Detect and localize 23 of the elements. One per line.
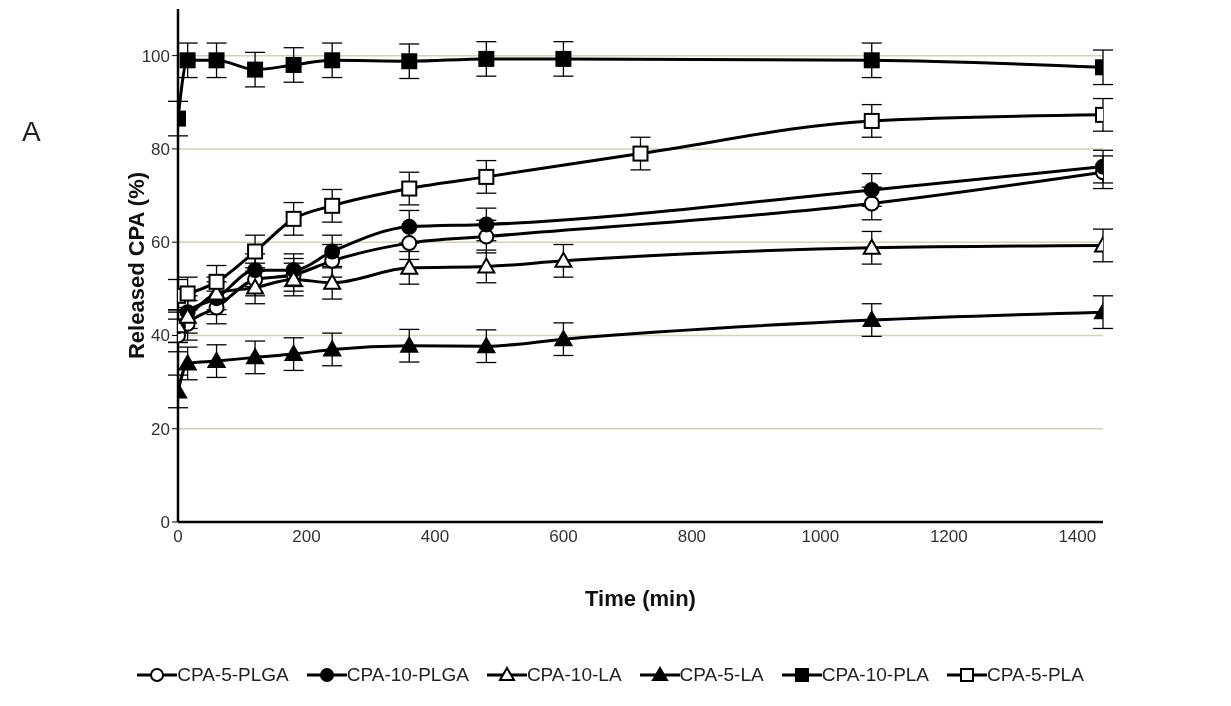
x-tick-label: 600 [549, 527, 578, 547]
x-axis-title: Time (min) [585, 586, 696, 611]
legend-label: CPA-10-LA [526, 664, 622, 686]
x-tick-label: 1000 [801, 527, 840, 547]
x-tick-label: 1400 [1058, 527, 1097, 547]
legend-label: CPA-10-PLA [821, 664, 930, 686]
y-tick-label: 80 [151, 139, 170, 159]
y-axis-title: Released CPA (%) [123, 171, 149, 360]
y-tick-label: 0 [160, 513, 170, 533]
x-tick-label: 800 [677, 527, 707, 547]
y-tick-label: 40 [151, 326, 170, 346]
x-tick-label: 1200 [929, 527, 968, 547]
x-tick-label: 0 [173, 527, 183, 547]
legend-label: CPA-5-PLA [987, 664, 1084, 686]
legend-label: CPA-5-PLGA [177, 664, 289, 686]
y-tick-label: 60 [151, 233, 170, 253]
y-tick-label: 20 [151, 419, 170, 439]
x-tick-label: 200 [292, 527, 321, 547]
x-tick-label: 400 [420, 527, 450, 547]
legend-label: CPA-10-PLGA [346, 664, 469, 686]
legend-label: CPA-5-LA [679, 664, 764, 686]
y-tick-label: 100 [141, 46, 170, 66]
text: A [22, 116, 41, 148]
